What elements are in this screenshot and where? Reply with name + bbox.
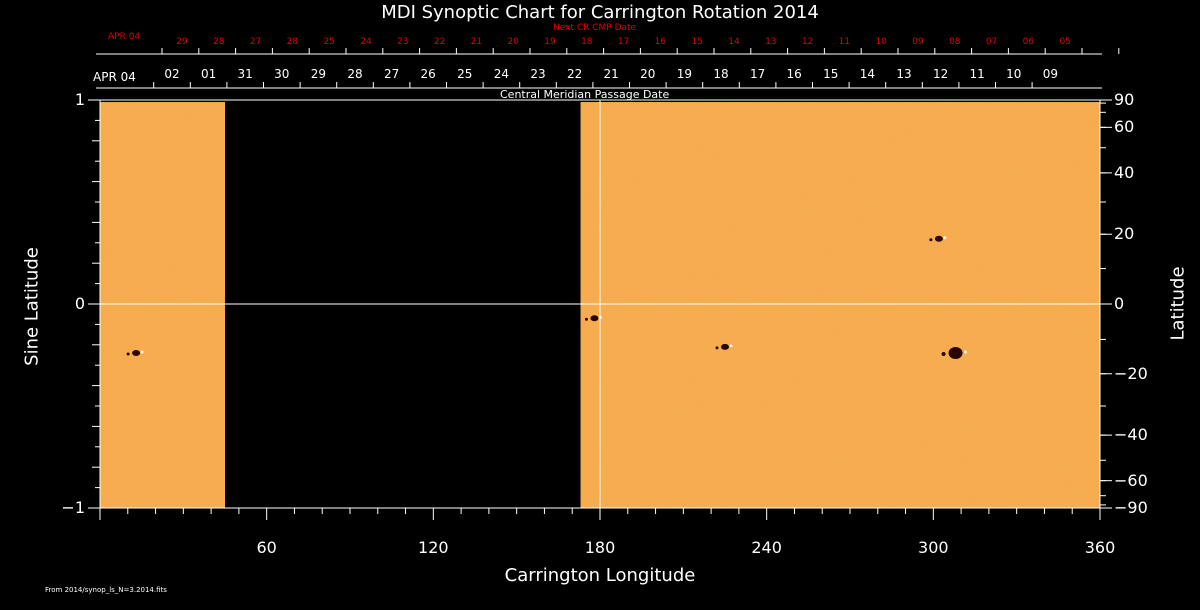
y-right-tick-label: 60 <box>1114 117 1135 137</box>
sunspot-plage <box>964 350 968 354</box>
cmp-date-label: 11 <box>969 67 985 81</box>
next-date-label: 15 <box>691 37 703 47</box>
field-region-left-texture <box>100 102 225 508</box>
x-tick-label: 300 <box>918 538 949 557</box>
next-date-label: 19 <box>544 37 556 47</box>
next-date-label: 12 <box>801 37 814 47</box>
sunspot-group <box>948 346 963 359</box>
y-right-tick-label: −40 <box>1114 425 1148 445</box>
y-right-tick-label: −20 <box>1114 363 1148 383</box>
next-date-label: 13 <box>765 37 777 47</box>
next-date-label: 28 <box>286 37 299 47</box>
y-right-tick-label: 90 <box>1114 90 1135 109</box>
sunspot-plage <box>140 350 144 354</box>
cmp-date-label: 30 <box>274 67 290 81</box>
next-date-label: 29 <box>176 37 188 47</box>
cmp-date-label: 17 <box>749 67 766 81</box>
cmp-date-label: 19 <box>676 67 693 81</box>
sunspot-group <box>721 343 729 350</box>
y-left-tick-label: 0 <box>74 294 85 313</box>
sunspot-fragment <box>941 351 946 356</box>
cmp-date-label: 23 <box>530 67 546 81</box>
cmp-date-label: 28 <box>347 67 363 81</box>
sunspot-group <box>132 349 141 356</box>
x-tick-label: 240 <box>751 538 782 557</box>
y-right-axis-title: Latitude <box>1167 266 1189 341</box>
x-tick-label: 360 <box>1084 538 1116 557</box>
next-date-label: 09 <box>912 37 924 47</box>
cmp-date-label: 27 <box>383 67 400 81</box>
cmp-date-label: 15 <box>823 67 839 81</box>
next-date-label: 28 <box>213 37 225 47</box>
next-date-label: 08 <box>949 37 961 47</box>
y-left-tick-label: 1 <box>74 90 85 109</box>
next-date-label: 18 <box>581 37 593 47</box>
cmp-date-label: 26 <box>420 67 436 81</box>
y-left-axis-title: Sine Latitude <box>21 247 43 366</box>
next-date-label: 10 <box>875 37 887 47</box>
next-date-label: 06 <box>1022 37 1035 47</box>
next-axis-start-label: APR 04 <box>108 32 141 42</box>
next-date-label: 27 <box>249 37 262 47</box>
y-right-tick-label: −60 <box>1114 470 1148 490</box>
cmp-date-label: 13 <box>896 67 912 81</box>
sunspot-fragment <box>929 238 933 242</box>
cmp-date-label: 10 <box>1006 67 1022 81</box>
next-date-label: 20 <box>507 37 519 47</box>
cmp-date-label: 16 <box>786 67 802 81</box>
y-left-tick-label: −1 <box>61 498 85 517</box>
y-right-tick-label: 40 <box>1114 162 1135 182</box>
next-date-label: 25 <box>323 37 335 47</box>
source-footer: From 2014/synop_ls_N=3.2014.fits <box>45 586 167 594</box>
next-date-label: 23 <box>397 37 409 47</box>
next-date-label: 16 <box>654 37 667 47</box>
top-axis-label: Central Meridian Passage Date <box>500 88 670 101</box>
next-date-label: 11 <box>838 37 851 47</box>
y-right-tick-label: −90 <box>1114 498 1148 517</box>
cmp-date-label: 29 <box>310 67 327 81</box>
y-right-tick-label: 0 <box>1114 294 1125 313</box>
sunspot-group <box>590 315 599 322</box>
next-date-label: 14 <box>728 37 740 47</box>
sunspot-plage <box>729 344 733 348</box>
next-date-label: 24 <box>360 37 372 47</box>
next-date-label: 17 <box>617 37 630 47</box>
x-axis-title: Carrington Longitude <box>504 565 696 586</box>
x-tick-label: 180 <box>584 538 616 557</box>
next-date-label: 07 <box>985 37 998 47</box>
sunspot-fragment <box>715 346 719 350</box>
sunspot-fragment <box>126 352 130 356</box>
field-region-right-texture <box>580 102 1100 508</box>
sunspot-plage <box>943 236 947 240</box>
cmp-date-label: 01 <box>200 67 217 81</box>
cmp-date-label: 20 <box>640 67 656 81</box>
cmp-date-label: 14 <box>859 67 876 81</box>
cmp-date-label: 24 <box>493 67 510 81</box>
next-date-label: 21 <box>470 37 483 47</box>
cmp-date-label: 02 <box>164 67 180 81</box>
y-right-tick-label: 20 <box>1114 224 1135 244</box>
sunspot-group <box>934 235 943 242</box>
next-date-label: 22 <box>433 37 446 47</box>
sunspot-fragment <box>584 317 588 321</box>
x-tick-label: 120 <box>418 538 449 557</box>
top-axis-start-label: APR 04 <box>93 70 136 84</box>
cmp-date-label: 31 <box>237 67 253 81</box>
cmp-date-label: 09 <box>1042 67 1059 81</box>
x-tick-label: 60 <box>256 538 277 557</box>
cmp-date-label: 18 <box>713 67 729 81</box>
next-date-label: 05 <box>1059 37 1071 47</box>
cmp-date-label: 12 <box>932 67 949 81</box>
chart-title: MDI Synoptic Chart for Carrington Rotati… <box>381 2 819 23</box>
cmp-date-label: 25 <box>457 67 473 81</box>
next-axis-label: Next CR CMP Date <box>553 23 637 33</box>
cmp-date-label: 22 <box>566 67 583 81</box>
cmp-date-label: 21 <box>603 67 619 81</box>
